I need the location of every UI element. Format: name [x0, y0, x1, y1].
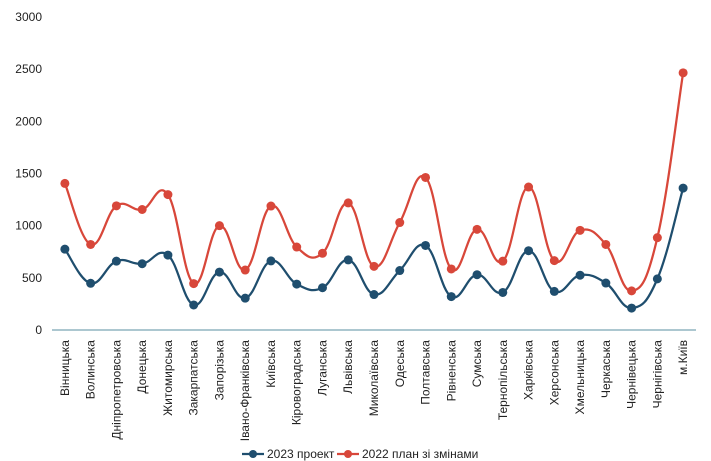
- x-tick-label: Одеська: [393, 340, 407, 388]
- x-tick-label: Рівненська: [444, 340, 458, 402]
- data-point: [421, 172, 431, 182]
- data-point: [60, 244, 70, 254]
- x-tick-label: Київська: [264, 340, 278, 388]
- data-point: [163, 250, 173, 260]
- data-point: [86, 278, 96, 288]
- data-point: [498, 256, 508, 266]
- y-tick-label: 1500: [15, 167, 42, 181]
- y-tick-label: 3000: [15, 10, 42, 24]
- series-2023: [60, 183, 688, 313]
- data-point: [446, 292, 456, 302]
- data-point: [627, 303, 637, 313]
- x-tick-label: Черкаська: [599, 340, 613, 398]
- x-tick-label: Миколаївська: [367, 340, 381, 417]
- data-point: [678, 183, 688, 193]
- data-point: [111, 256, 121, 266]
- data-point: [240, 293, 250, 303]
- data-point: [652, 274, 662, 284]
- x-axis-tick-labels: Вінницька Волинська Дніпропетровська Донець…: [58, 340, 690, 442]
- data-point: [111, 201, 121, 211]
- y-axis-tick-labels: 0 500 1000 1500 2000 2500 3000: [15, 10, 42, 337]
- data-point: [317, 283, 327, 293]
- data-point: [292, 242, 302, 252]
- x-tick-label: Хмельницька: [573, 340, 587, 415]
- x-tick-label: Дніпропетровська: [109, 340, 123, 440]
- data-point: [292, 279, 302, 289]
- legend-label: 2023 проект: [267, 447, 335, 461]
- data-point: [678, 68, 688, 78]
- x-tick-label: Луганська: [315, 340, 329, 396]
- legend-label: 2022 план зі змінами: [362, 447, 478, 461]
- data-point: [189, 300, 199, 310]
- data-point: [627, 286, 637, 296]
- data-point: [60, 178, 70, 188]
- x-tick-label: м.Київ: [676, 340, 690, 375]
- x-tick-label: Херсонська: [547, 340, 561, 406]
- x-tick-label: Харківська: [522, 340, 536, 400]
- x-tick-label: Івано-Франківська: [238, 340, 252, 442]
- data-point: [524, 246, 534, 256]
- x-tick-label: Чернігівська: [650, 340, 664, 409]
- data-point: [369, 290, 379, 300]
- data-point: [214, 221, 224, 231]
- x-tick-label: Волинська: [84, 340, 98, 400]
- x-tick-label: Вінницька: [58, 340, 72, 396]
- series-group: [60, 68, 688, 313]
- data-point: [601, 278, 611, 288]
- data-point: [575, 270, 585, 280]
- legend-item: 2022 план зі змінами: [337, 447, 478, 461]
- data-point: [575, 225, 585, 235]
- data-point: [189, 279, 199, 289]
- x-tick-label: Львівська: [341, 340, 355, 394]
- data-point: [369, 261, 379, 271]
- x-tick-label: Закарпатська: [187, 340, 201, 416]
- data-point: [266, 256, 276, 266]
- x-tick-label: Донецька: [135, 340, 149, 394]
- data-point: [524, 182, 534, 192]
- data-point: [549, 286, 559, 296]
- y-tick-label: 1000: [15, 219, 42, 233]
- data-point: [317, 248, 327, 258]
- y-tick-label: 2500: [15, 62, 42, 76]
- data-point: [601, 239, 611, 249]
- data-point: [86, 239, 96, 249]
- data-point: [498, 287, 508, 297]
- data-point: [266, 201, 276, 211]
- x-tick-label: Запорізька: [212, 340, 226, 401]
- x-tick-label: Кіровоградська: [290, 340, 304, 425]
- data-point: [137, 259, 147, 269]
- series-2022: [60, 68, 688, 296]
- x-tick-label: Полтавська: [419, 340, 433, 405]
- data-point: [163, 190, 173, 200]
- y-tick-label: 2000: [15, 114, 42, 128]
- data-point: [549, 256, 559, 266]
- x-tick-label: Сумська: [470, 340, 484, 388]
- data-point: [240, 265, 250, 275]
- x-tick-label: Чернівецька: [625, 340, 639, 409]
- data-point: [214, 267, 224, 277]
- y-tick-label: 0: [35, 323, 42, 337]
- data-point: [137, 205, 147, 214]
- legend: 2023 проект 2022 план зі змінами: [242, 447, 478, 461]
- data-point: [472, 270, 482, 280]
- data-point: [395, 266, 405, 276]
- data-point: [343, 255, 353, 265]
- legend-item: 2023 проект: [242, 447, 335, 461]
- y-tick-label: 500: [22, 271, 42, 285]
- data-point: [421, 240, 431, 250]
- data-point: [472, 224, 482, 234]
- data-point: [395, 218, 405, 228]
- data-point: [446, 264, 456, 274]
- x-tick-label: Тернопільська: [496, 340, 510, 420]
- legend-marker: [249, 450, 257, 458]
- data-point: [343, 198, 353, 208]
- series-line: [63, 72, 685, 293]
- x-tick-label: Житомирська: [161, 340, 175, 416]
- legend-marker: [344, 450, 352, 458]
- data-point: [652, 233, 662, 243]
